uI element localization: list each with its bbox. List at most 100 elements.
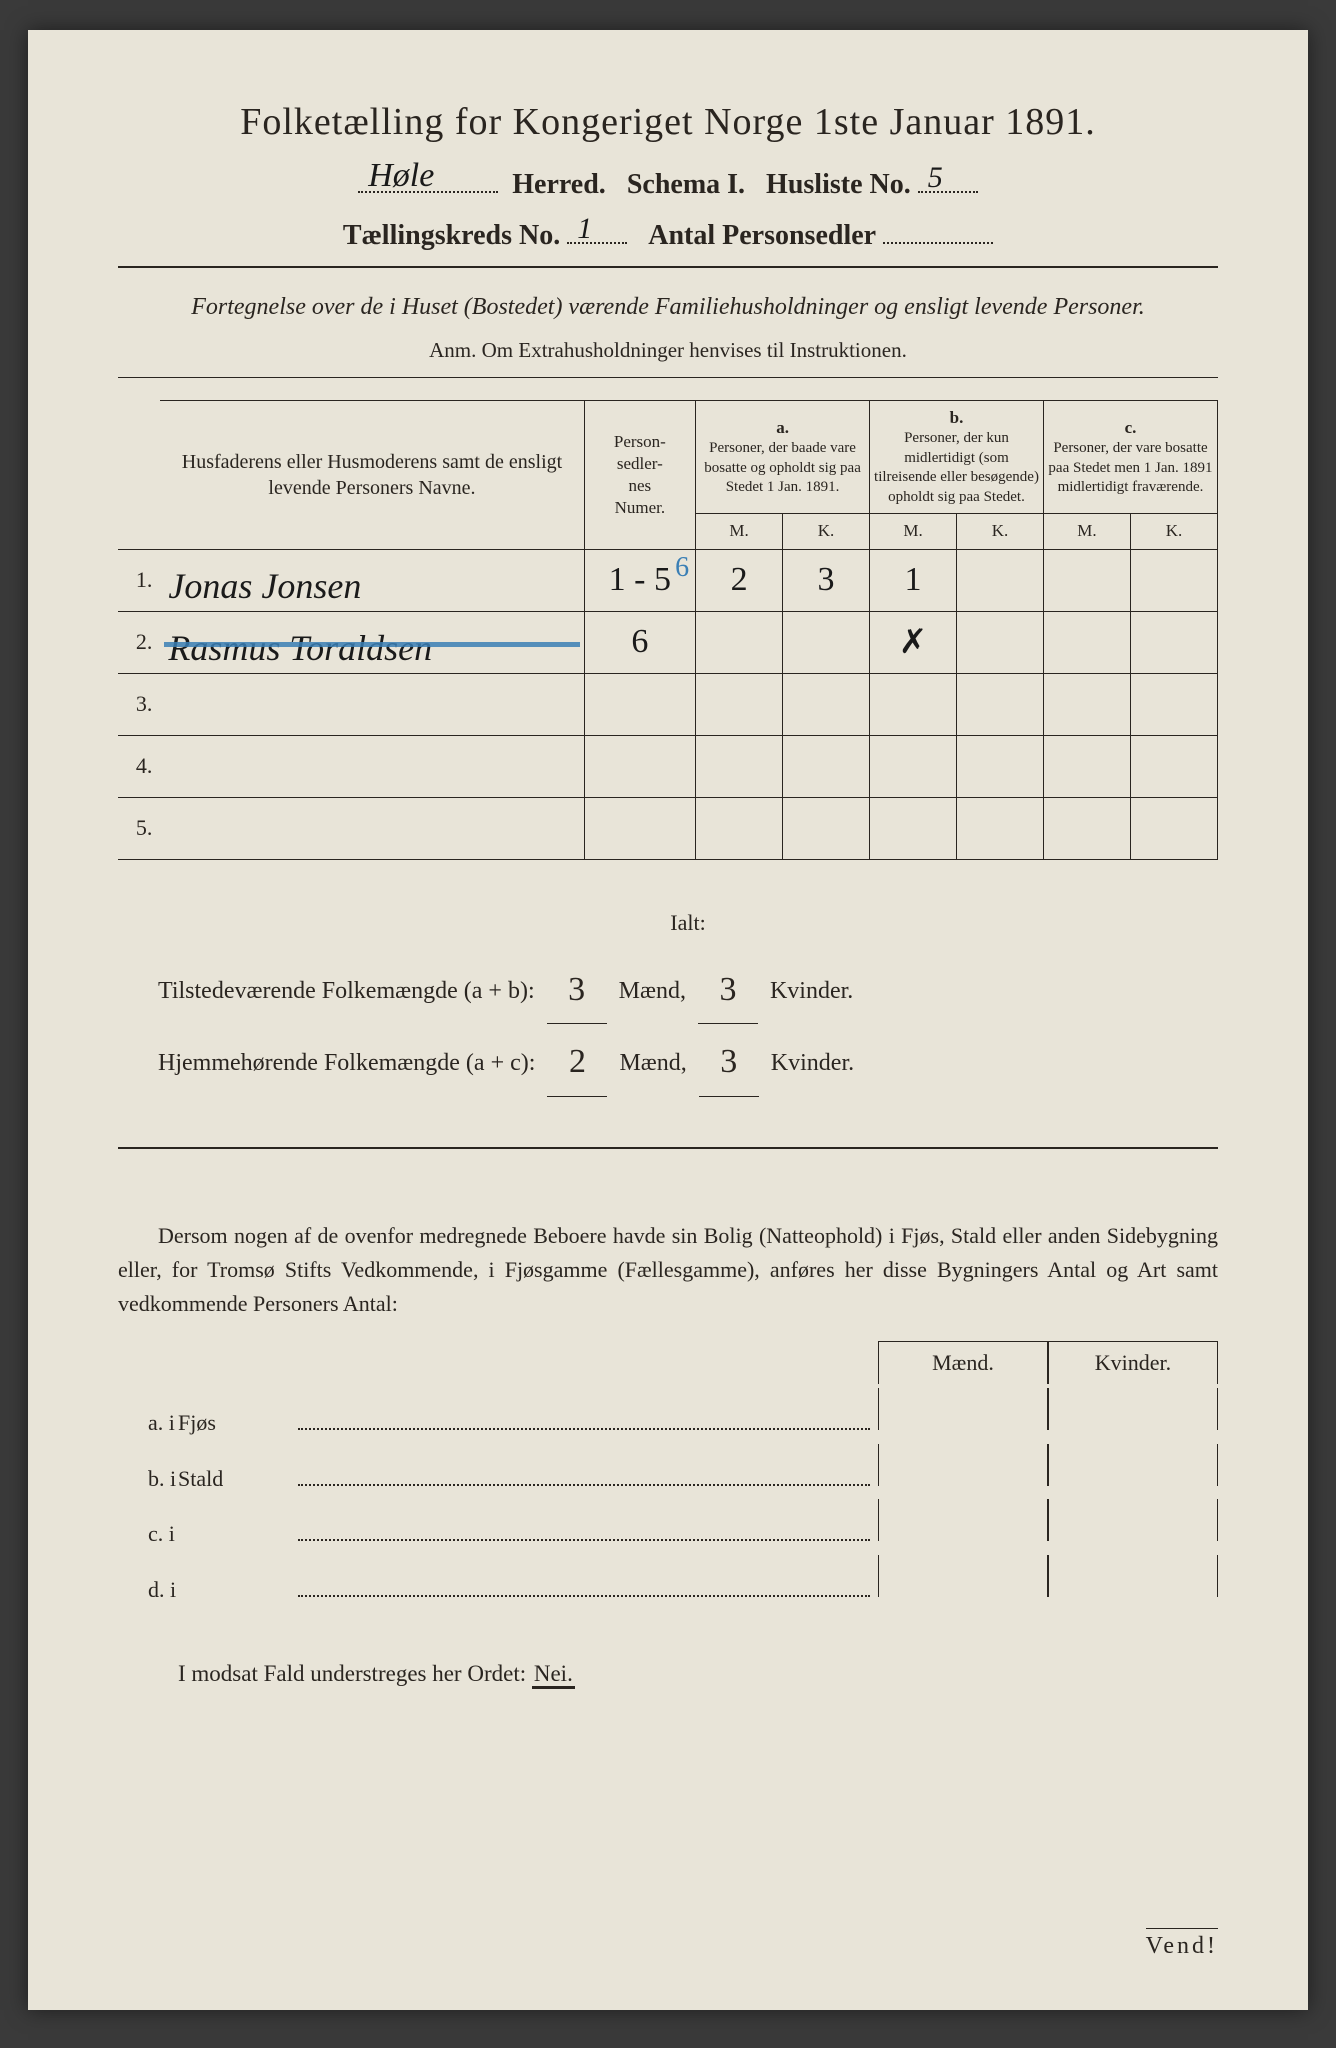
nei-label: I modsat Fald understreges her Ordet: [178,1661,526,1686]
row-b-m [870,673,957,735]
row-c-m [1043,797,1130,859]
totals-line-2: Hjemmehørende Folkemængde (a + c): 2 Mæn… [158,1024,1218,1096]
row-number: 1. [118,549,160,611]
husliste-blank: 5 [918,162,978,193]
th-c-k: K. [1130,514,1217,549]
row-person [584,673,696,735]
row-c-k [1130,611,1217,673]
row-a-m [696,611,783,673]
name-value: Rasmus Toraldsen [168,627,432,669]
bld-lead: c. i [118,1513,178,1555]
row-b-m: 1 [870,549,957,611]
th-c-m: M. [1043,514,1130,549]
th-c: c. Personer, der vare bosatte paa Stedet… [1043,401,1217,514]
maend-2: Mænd, [619,1050,686,1076]
row-person: 6 [584,611,696,673]
nei-word: Nei. [532,1661,575,1689]
row-name [160,797,584,859]
row-a-k [783,611,870,673]
building-row: b. iStald [118,1444,1218,1500]
row-number: 5. [118,797,160,859]
row-person: 1 - 56 [584,549,696,611]
bld-dots [298,1412,870,1430]
bld-k [1048,1555,1218,1597]
th-a: a. Personer, der baade vare bosatte og o… [696,401,870,514]
page-title: Folketælling for Kongeriget Norge 1ste J… [118,100,1218,144]
strike-line [164,642,579,647]
row-number: 3. [118,673,160,735]
totals-l1-k-val: 3 [719,971,736,1008]
th-b-txt: Personer, der kun midlertidigt (som tilr… [874,429,1039,507]
kreds-blank: 1 [567,213,627,244]
th-b-k: K. [957,514,1044,549]
row-b-k [957,797,1044,859]
kvinder-1: Kvinder. [770,978,853,1004]
herred-blank: Høle [358,162,498,193]
header-line-2: Tællingskreds No. 1 Antal Personsedler [118,213,1218,252]
row-number: 2. [118,611,160,673]
bld-k [1048,1388,1218,1430]
bld-lead: d. i [118,1569,178,1611]
row-a-m [696,797,783,859]
row-a-m [696,735,783,797]
overwrite-value: 6 [675,552,689,584]
th-name: Husfaderens eller Husmoderens samt de en… [160,401,584,549]
row-b-m [870,735,957,797]
vend-label: Vend! [1146,1928,1218,1960]
personsedler-label: Antal Personsedler [648,220,876,251]
row-c-k [1130,673,1217,735]
row-b-m: ✗ [870,611,957,673]
kreds-label: Tællingskreds No. [343,220,560,251]
totals-l2-label: Hjemmehørende Folkemængde (a + c): [158,1050,535,1076]
row-name: Jonas Jonsen [160,549,584,611]
row-c-k [1130,797,1217,859]
th-b-m: M. [870,514,957,549]
bld-lead: b. i [118,1458,178,1500]
row-a-k [783,735,870,797]
schema-label: Schema I. [627,169,745,200]
row-b-k [957,549,1044,611]
herred-value: Høle [368,157,434,195]
bld-text: Stald [178,1458,298,1500]
bld-m [878,1555,1048,1597]
row-a-m: 2 [696,549,783,611]
bld-dots [298,1580,870,1598]
row-b-m [870,797,957,859]
totals-l1-k: 3 [698,952,758,1024]
ialt-label: Ialt: [158,900,1218,946]
mk-m-header: Mænd. [878,1341,1048,1384]
bld-m [878,1444,1048,1486]
th-a-top: a. [700,417,865,439]
rule-2 [118,377,1218,378]
row-b-k [957,735,1044,797]
mk-header-row: Mænd. Kvinder. [118,1341,1218,1384]
bld-text: Fjøs [178,1402,298,1444]
row-a-m [696,673,783,735]
row-person [584,735,696,797]
totals-l2-m-val: 2 [569,1043,586,1080]
row-name [160,735,584,797]
table-row: 4. [118,735,1218,797]
kvinder-2: Kvinder. [771,1050,854,1076]
name-value: Jonas Jonsen [168,565,361,607]
th-a-k: K. [783,514,870,549]
th-a-m: M. [696,514,783,549]
personsedler-blank [883,213,993,244]
totals-line-1: Tilstedeværende Folkemængde (a + b): 3 M… [158,952,1218,1024]
rule-3 [118,1147,1218,1149]
building-list: a. iFjøsb. iStaldc. id. i [118,1388,1218,1611]
building-row: a. iFjøs [118,1388,1218,1444]
building-paragraph: Dersom nogen af de ovenfor medregnede Be… [118,1219,1218,1321]
totals-l2-k: 3 [699,1024,759,1096]
nei-line: I modsat Fald understreges her Ordet: Ne… [118,1661,1218,1687]
bld-dots [298,1524,870,1542]
th-c-top: c. [1048,417,1213,439]
totals-l1-label: Tilstedeværende Folkemængde (a + b): [158,978,535,1004]
row-c-k [1130,549,1217,611]
person-value: 6 [631,623,648,660]
row-c-k [1130,735,1217,797]
totals-l1-m: 3 [547,952,607,1024]
table-row: 2.Rasmus Toraldsen 6 ✗ [118,611,1218,673]
th-person: Person- sedler- nes Numer. [584,401,696,549]
totals-l2-k-val: 3 [720,1043,737,1080]
